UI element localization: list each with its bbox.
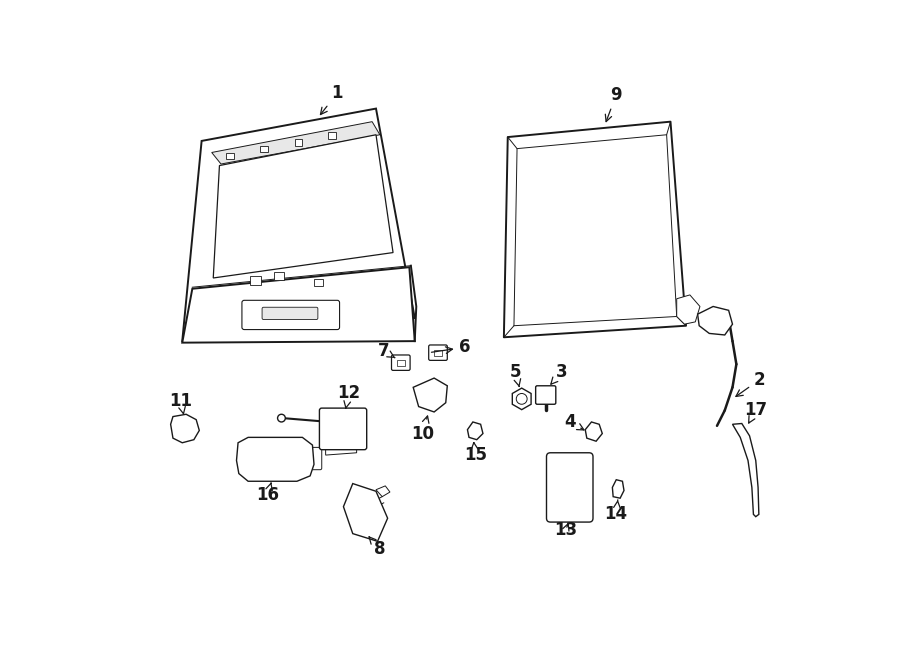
Text: 1: 1 xyxy=(320,84,343,114)
Text: 7: 7 xyxy=(378,342,395,360)
Polygon shape xyxy=(585,422,602,442)
Bar xyxy=(397,360,405,366)
FancyBboxPatch shape xyxy=(320,408,366,449)
Polygon shape xyxy=(182,108,415,341)
Bar xyxy=(328,132,336,139)
Polygon shape xyxy=(504,122,686,337)
Text: 10: 10 xyxy=(411,416,434,442)
Text: 13: 13 xyxy=(554,521,578,539)
Text: 14: 14 xyxy=(605,500,628,524)
Polygon shape xyxy=(698,307,733,335)
Polygon shape xyxy=(171,414,199,443)
FancyBboxPatch shape xyxy=(262,307,318,319)
Text: 8: 8 xyxy=(369,537,385,558)
Text: 15: 15 xyxy=(464,442,487,464)
FancyBboxPatch shape xyxy=(536,386,556,405)
Bar xyxy=(227,153,234,159)
Circle shape xyxy=(517,393,527,405)
Polygon shape xyxy=(733,424,759,517)
Text: 5: 5 xyxy=(509,363,521,387)
FancyBboxPatch shape xyxy=(308,447,322,470)
Polygon shape xyxy=(344,484,388,541)
Polygon shape xyxy=(376,486,390,496)
FancyBboxPatch shape xyxy=(392,355,410,370)
Polygon shape xyxy=(213,135,393,278)
Polygon shape xyxy=(677,295,700,324)
Bar xyxy=(434,350,442,356)
Bar xyxy=(314,279,322,286)
Bar xyxy=(260,146,267,153)
Text: 16: 16 xyxy=(256,483,279,504)
Text: 12: 12 xyxy=(338,385,360,408)
Polygon shape xyxy=(612,480,624,498)
Bar xyxy=(250,276,260,285)
Text: 4: 4 xyxy=(564,413,584,431)
FancyBboxPatch shape xyxy=(546,453,593,522)
Text: 2: 2 xyxy=(736,371,765,397)
Circle shape xyxy=(277,414,285,422)
Text: 11: 11 xyxy=(169,392,193,414)
Text: 3: 3 xyxy=(551,363,568,384)
Polygon shape xyxy=(413,378,447,412)
FancyBboxPatch shape xyxy=(428,345,447,360)
Text: 17: 17 xyxy=(744,401,768,423)
Text: 9: 9 xyxy=(606,86,622,122)
Polygon shape xyxy=(514,135,677,326)
Text: 6: 6 xyxy=(431,338,471,356)
FancyBboxPatch shape xyxy=(242,300,339,330)
Polygon shape xyxy=(467,422,483,440)
Polygon shape xyxy=(212,122,380,164)
Bar xyxy=(294,139,302,145)
Polygon shape xyxy=(326,446,356,455)
Polygon shape xyxy=(237,438,314,481)
Polygon shape xyxy=(182,267,415,342)
Bar xyxy=(274,272,284,280)
